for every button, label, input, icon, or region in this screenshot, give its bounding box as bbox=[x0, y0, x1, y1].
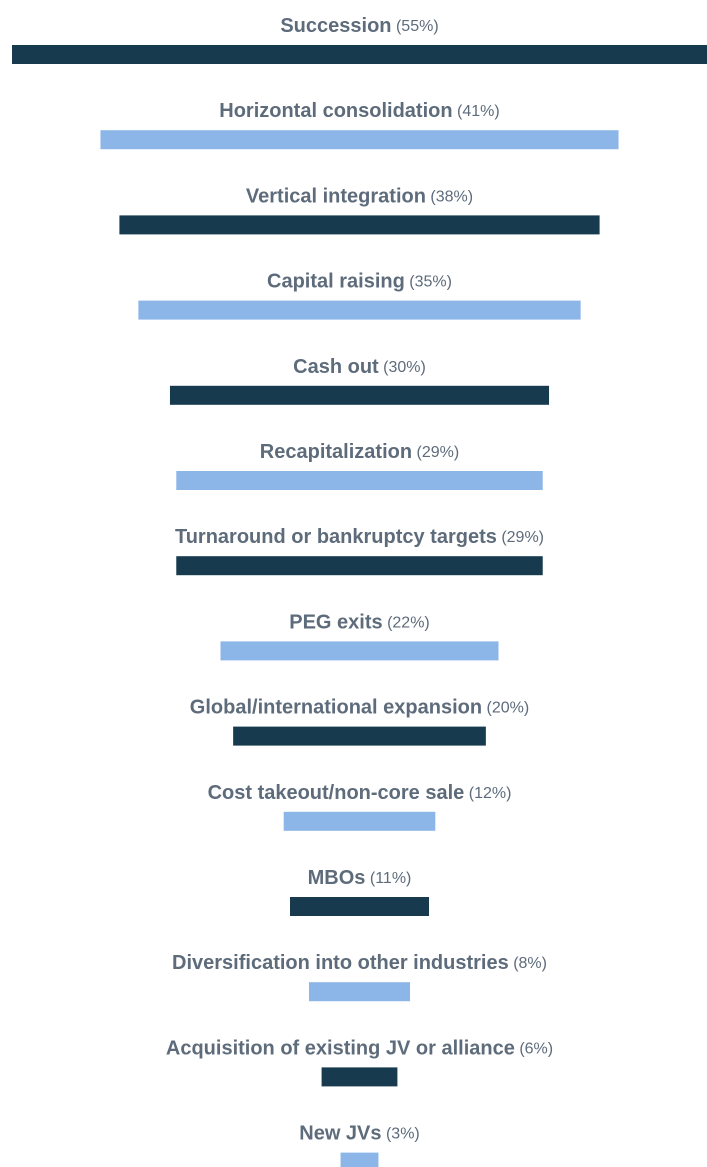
bar bbox=[138, 300, 581, 320]
category-name: Cost takeout/non-core sale bbox=[208, 782, 465, 804]
bar bbox=[176, 471, 543, 490]
value-label: (6%) bbox=[519, 1041, 553, 1058]
category-name: Recapitalization bbox=[260, 441, 412, 463]
category-name: Global/international expansion bbox=[190, 697, 482, 719]
bar bbox=[119, 215, 600, 235]
bar bbox=[308, 982, 411, 1002]
bar bbox=[12, 45, 707, 64]
value-label: (41%) bbox=[457, 103, 500, 120]
bar-label: New JVs (3%) bbox=[299, 1123, 420, 1145]
category-name: Diversification into other industries bbox=[172, 952, 509, 974]
bar bbox=[176, 556, 543, 576]
bar-label: Succession (55%) bbox=[280, 15, 438, 37]
category-name: Succession bbox=[280, 15, 391, 37]
category-name: Cash out bbox=[293, 356, 379, 378]
bar-label: Global/international expansion (20%) bbox=[190, 697, 529, 719]
category-name: Vertical integration bbox=[246, 186, 426, 208]
value-label: (38%) bbox=[430, 189, 473, 206]
bar bbox=[321, 1067, 398, 1087]
bar-label: MBOs (11%) bbox=[308, 867, 412, 889]
bar-label: PEG exits (22%) bbox=[289, 612, 430, 634]
value-label: (29%) bbox=[501, 529, 544, 546]
category-name: Capital raising bbox=[267, 271, 405, 293]
value-label: (12%) bbox=[469, 785, 512, 802]
value-label: (3%) bbox=[386, 1126, 420, 1143]
bar bbox=[169, 385, 550, 405]
bar bbox=[340, 1152, 379, 1167]
category-name: MBOs bbox=[308, 867, 366, 889]
value-label: (11%) bbox=[370, 870, 412, 887]
category-name: PEG exits bbox=[289, 612, 382, 634]
value-label: (30%) bbox=[383, 359, 426, 376]
bar-label: Turnaround or bankruptcy targets (29%) bbox=[175, 526, 544, 548]
bar-label: Cash out (30%) bbox=[293, 356, 426, 378]
bar bbox=[233, 726, 486, 746]
value-label: (29%) bbox=[417, 444, 460, 461]
bar-label: Cost takeout/non-core sale (12%) bbox=[208, 782, 512, 804]
category-name: Turnaround or bankruptcy targets bbox=[175, 526, 497, 548]
category-name: Acquisition of existing JV or alliance bbox=[166, 1038, 515, 1060]
bar-label: Horizontal consolidation (41%) bbox=[219, 100, 499, 122]
category-name: Horizontal consolidation bbox=[219, 100, 452, 122]
value-label: (22%) bbox=[387, 615, 430, 632]
bar-label: Capital raising (35%) bbox=[267, 271, 452, 293]
bar bbox=[220, 641, 499, 661]
value-label: (8%) bbox=[513, 955, 547, 972]
bar bbox=[283, 811, 436, 831]
value-label: (20%) bbox=[487, 700, 530, 717]
category-name: New JVs bbox=[299, 1123, 381, 1145]
bar-label: Acquisition of existing JV or alliance (… bbox=[166, 1038, 553, 1060]
value-label: (55%) bbox=[396, 18, 439, 35]
bar-label: Recapitalization (29%) bbox=[260, 441, 459, 463]
value-label: (35%) bbox=[409, 274, 452, 291]
bar bbox=[290, 897, 429, 916]
bar-label: Diversification into other industries (8… bbox=[172, 952, 547, 974]
bar bbox=[100, 130, 619, 150]
bar-label: Vertical integration (38%) bbox=[246, 186, 473, 208]
